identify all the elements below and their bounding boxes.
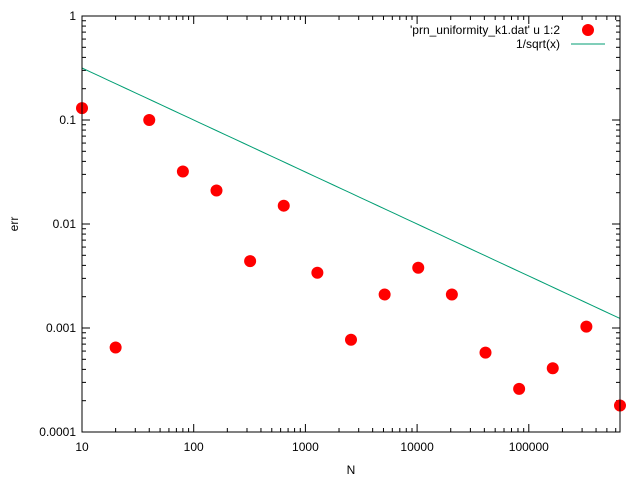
x-tick-label: 100000 [509, 440, 549, 454]
data-point [445, 288, 458, 301]
data-point [580, 320, 593, 333]
x-tick-label: 10000 [400, 440, 434, 454]
data-point [546, 362, 559, 375]
y-tick-label: 0.01 [53, 217, 77, 231]
plot-frame [81, 15, 621, 433]
data-point [378, 288, 391, 301]
y-tick-label: 0.1 [59, 113, 76, 127]
legend-label-data: 'prn_uniformity_k1.dat' u 1:2 [410, 23, 560, 37]
data-point [176, 165, 189, 178]
series-points-group [76, 102, 626, 412]
data-point [210, 184, 223, 197]
x-tick-label: 1000 [292, 440, 319, 454]
x-axis-label: N [347, 463, 356, 477]
data-point [311, 266, 324, 279]
data-point [412, 261, 425, 274]
legend: 'prn_uniformity_k1.dat' u 1:2 1/sqrt(x) [410, 23, 605, 51]
data-point [479, 346, 492, 359]
data-point [345, 333, 357, 346]
data-point [513, 382, 526, 395]
y-tick-label: 0.0001 [39, 425, 76, 439]
data-point [143, 114, 156, 126]
legend-label-fit: 1/sqrt(x) [516, 37, 560, 51]
x-tick-label: 10 [75, 440, 89, 454]
tick-labels: 10 100 1000 10000 100000 0.0001 0.001 0.01 0.1 1 [39, 9, 549, 454]
legend-marker-data [582, 24, 594, 36]
axis-ticks [81, 15, 620, 433]
x-tick-label: 100 [184, 440, 204, 454]
series-line-group [81, 67, 621, 319]
series-line-1-sqrt-x [81, 67, 621, 319]
y-tick-label: 1 [69, 9, 76, 23]
y-tick-label: 0.001 [46, 321, 76, 335]
data-point [277, 199, 290, 212]
data-point [244, 255, 257, 268]
data-point [109, 341, 122, 354]
y-axis-label: err [7, 217, 21, 232]
